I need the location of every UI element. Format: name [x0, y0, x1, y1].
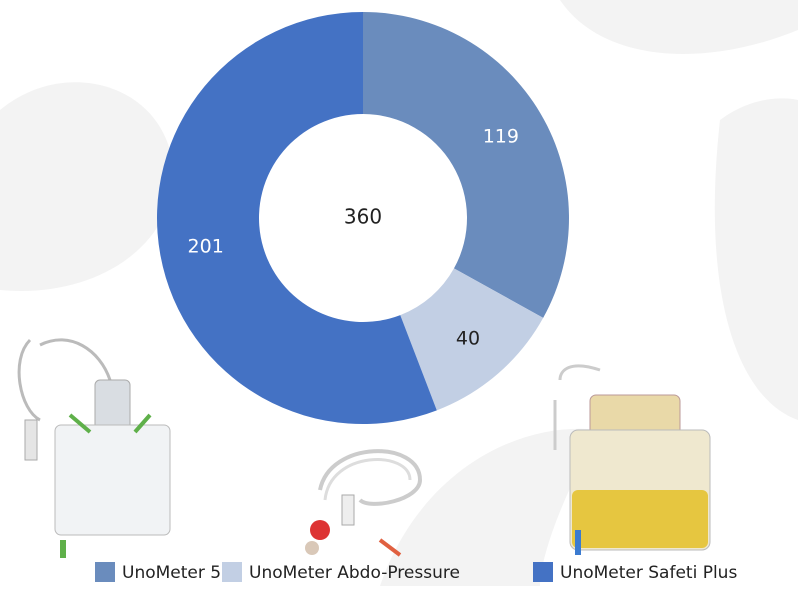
product-image-1	[17, 338, 171, 558]
legend: UnoMeter 500 UnoMeter Abdo-Pressure UnoMet…	[95, 562, 737, 583]
legend-label: UnoMeter Abdo-Pressure	[249, 563, 460, 583]
center-total: 360	[344, 205, 382, 229]
donut: 119 40 201	[156, 12, 569, 424]
value-label: 119	[483, 125, 519, 147]
donut-slice	[156, 12, 437, 424]
legend-swatch	[533, 562, 553, 582]
product-image-3	[553, 364, 711, 555]
legend-label: UnoMeter 500	[122, 563, 243, 583]
donut-slice	[400, 268, 544, 411]
value-label: 201	[188, 236, 224, 258]
legend-label: UnoMeter Safeti Plus	[560, 563, 737, 583]
donut-slice	[363, 12, 569, 318]
legend-swatch	[95, 562, 115, 582]
value-label: 40	[456, 327, 480, 349]
product-image-2	[305, 449, 423, 557]
legend-swatch	[222, 562, 242, 582]
